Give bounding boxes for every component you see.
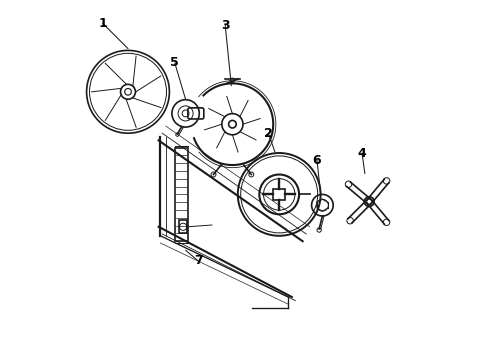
Text: 6: 6: [313, 154, 321, 167]
Text: 3: 3: [221, 19, 229, 32]
Text: 7: 7: [194, 255, 202, 267]
Bar: [175, 148, 189, 241]
Bar: [273, 189, 285, 200]
Text: 1: 1: [98, 17, 107, 30]
Text: 5: 5: [171, 57, 179, 69]
Text: 2: 2: [264, 127, 273, 140]
Text: 4: 4: [358, 147, 367, 159]
Bar: [179, 220, 187, 233]
